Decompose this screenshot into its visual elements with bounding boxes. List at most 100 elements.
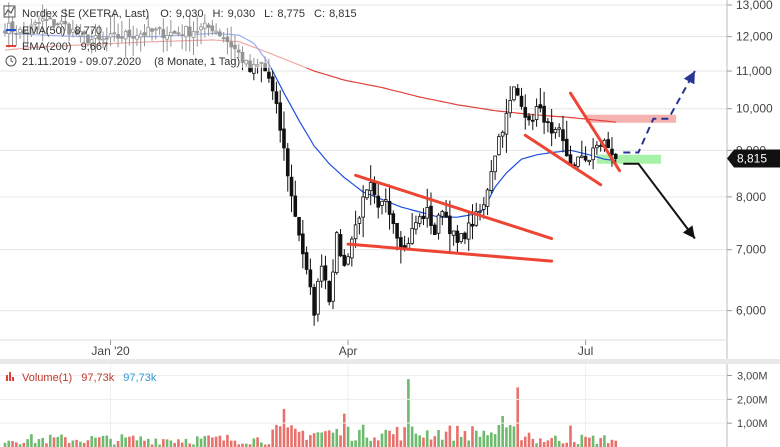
volume-bar <box>124 437 127 447</box>
candle-body <box>285 148 290 177</box>
volume-bar <box>486 435 489 447</box>
volume-bar <box>373 437 376 447</box>
candle-body <box>338 234 343 257</box>
candle-body <box>613 153 618 159</box>
volume-bar <box>595 443 599 447</box>
ema50-value: 8,770 <box>74 25 102 37</box>
volume-bar <box>131 435 135 447</box>
volume-bar <box>471 426 474 447</box>
candle-body <box>463 232 467 240</box>
candle-body <box>432 224 437 235</box>
candle-body <box>308 269 313 288</box>
volume-bar <box>214 436 218 447</box>
volume-bar <box>180 442 184 447</box>
volume-bar <box>482 430 486 447</box>
volume-bar <box>120 434 124 447</box>
ohlc-low: 8,775 <box>277 8 305 20</box>
volume-bar <box>523 436 527 447</box>
candle-body <box>497 136 501 156</box>
vol-tick-label: 1,00M <box>737 418 768 430</box>
volume-bar <box>64 437 67 447</box>
volume-bar <box>478 436 482 447</box>
ohlc-low-label: L: <box>264 8 273 20</box>
time-axis: Jan '20 Apr Jul <box>91 340 593 358</box>
candle-body <box>429 205 433 226</box>
volume-bar <box>516 387 520 447</box>
volume-bar <box>433 436 437 447</box>
bullish-arrow-head <box>683 71 695 85</box>
volume-bar <box>399 440 403 447</box>
candle-body <box>504 113 509 135</box>
volume-bar <box>52 437 56 447</box>
svg-text:Volume(1) 97,73k 9: Volume(1) 97,73k 97,73k <box>22 372 157 384</box>
y-tick-label: 12,000 <box>736 30 773 44</box>
volume-bar <box>293 428 297 447</box>
volume-bar <box>82 443 86 447</box>
volume-bar <box>561 443 565 447</box>
candle-body <box>399 237 403 248</box>
y-tick-label: 6,000 <box>736 304 766 318</box>
candle-body <box>267 71 271 79</box>
volume-bar <box>550 438 553 447</box>
volume-bar <box>203 435 207 447</box>
volume-bar <box>331 432 335 447</box>
volume-bar <box>173 442 176 447</box>
volume-bar <box>437 430 440 447</box>
candle-body <box>316 280 320 315</box>
volume-bar <box>546 440 550 447</box>
volume-bar <box>101 435 105 447</box>
panel-separator[interactable] <box>0 359 780 364</box>
vol-tick-label: 2,00M <box>737 394 768 406</box>
svg-text:Nordex SE (XETRA, Last): Nordex SE (XETRA, Last) O: 9,030 H: 9,03… <box>22 8 357 20</box>
volume-bar <box>237 444 241 447</box>
candle-body <box>278 102 283 131</box>
candle-body <box>595 144 599 149</box>
volume-bar <box>244 443 248 447</box>
candle-body <box>512 86 516 101</box>
volume-bar <box>520 440 523 447</box>
volume-bar <box>365 437 369 447</box>
volume-bar <box>286 427 290 447</box>
candle-body <box>312 286 316 316</box>
candle-body <box>297 217 301 236</box>
ohlc-high-label: H: <box>213 8 224 20</box>
trendline <box>523 133 603 187</box>
volume-bar <box>327 430 331 447</box>
volume-bar <box>241 443 244 447</box>
volume-bar <box>3 442 7 447</box>
candle-body <box>542 105 546 123</box>
volume-bar <box>263 444 267 447</box>
candle-body <box>474 211 479 226</box>
candle-body <box>440 211 445 217</box>
ema200-value: 9,667 <box>81 41 109 53</box>
volume-bar <box>343 413 346 447</box>
candle-body <box>610 148 614 155</box>
volume-bar <box>312 433 316 447</box>
candle-body <box>380 200 384 206</box>
volume-bar <box>384 429 388 447</box>
volume-bar <box>301 430 305 447</box>
x-tick-label: Apr <box>339 344 358 358</box>
volume-bar <box>584 436 587 447</box>
volume-bar <box>569 425 572 447</box>
volume-bar <box>177 439 180 447</box>
candle-body <box>459 233 463 243</box>
candle-body <box>293 195 298 217</box>
svg-text:EMA(200) 9,667: EMA(200) 9,667 <box>22 41 108 53</box>
volume-bar <box>452 440 455 447</box>
candle-body <box>410 228 414 244</box>
candle-body <box>368 182 373 192</box>
volume-bar <box>459 436 463 447</box>
volume-bar <box>335 428 339 447</box>
candle-body <box>421 215 426 219</box>
candle-body <box>353 224 358 240</box>
candle-body <box>357 217 362 224</box>
candle-body <box>289 176 294 197</box>
volume-bar <box>610 439 614 447</box>
volume-bar <box>606 443 610 447</box>
volume-bar <box>448 425 452 447</box>
y-tick-label: 7,000 <box>736 243 766 257</box>
volume-bar <box>94 437 97 447</box>
ohlc-high: 9,030 <box>228 8 256 20</box>
volume-bar <box>128 436 131 447</box>
